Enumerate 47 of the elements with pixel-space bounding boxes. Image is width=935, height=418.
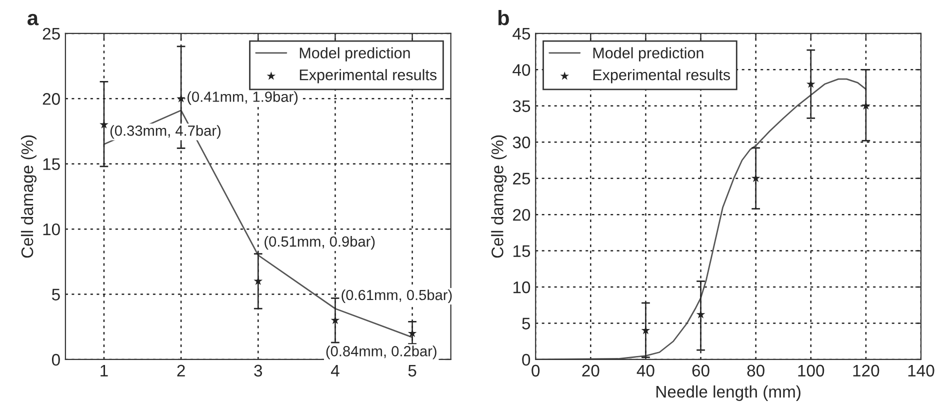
y-tick-label: 40: [512, 64, 530, 76]
x-tick-label: 3: [254, 364, 262, 377]
annotation: (0.61mm, 0.5bar): [342, 289, 452, 304]
y-tick-label: 20: [42, 93, 60, 105]
chart-title: b: [498, 10, 509, 26]
x-tick-label: 2: [177, 364, 185, 376]
x-tick-label: 80: [747, 364, 764, 377]
y-tick-label: 10: [513, 281, 530, 294]
x-tick-label: 120: [853, 364, 880, 377]
x-tick-label: 0: [532, 364, 540, 377]
y-tick-label: 15: [513, 245, 530, 258]
legend-label: Experimental results: [300, 69, 437, 84]
x-tick-label: 4: [330, 364, 340, 376]
x-tick-label: 100: [798, 364, 824, 377]
annotation: (0.51mm, 0.9bar): [264, 236, 375, 250]
x-tick-label: 1: [100, 364, 108, 376]
point: [751, 174, 760, 182]
x-tick-label: 40: [636, 364, 654, 377]
x-axis-title: Needle length (mm): [656, 385, 800, 401]
y-tick-label: 0: [52, 354, 60, 366]
y-tick-label: 25: [513, 172, 530, 185]
point: [806, 80, 816, 88]
y-axis-title: Cell damage (%): [20, 135, 36, 258]
y-tick-label: 5: [52, 288, 60, 300]
x-tick-label: 5: [408, 364, 416, 377]
y-tick-label: 45: [512, 28, 530, 40]
y-tick-label: 0: [522, 354, 530, 366]
y-tick-label: 10: [43, 223, 60, 236]
x-tick-label: 60: [692, 364, 710, 377]
y-tick-label: 30: [512, 136, 530, 148]
annotation: (0.33mm, 4.7bar): [110, 125, 220, 139]
annotation: (0.84mm, 0.2bar): [326, 346, 436, 360]
y-tick-label: 15: [43, 158, 60, 170]
x-tick-label: 140: [908, 364, 934, 377]
y-tick-label: 5: [522, 318, 530, 330]
legend-label: Experimental results: [593, 69, 730, 84]
y-tick-label: 25: [42, 28, 60, 40]
chart-title: a: [28, 14, 39, 26]
legend-label: Model prediction: [593, 47, 704, 62]
legend-label: Model prediction: [300, 47, 410, 62]
y-tick-label: 20: [513, 208, 530, 221]
x-tick-label: 20: [582, 364, 600, 377]
annotation: (0.41mm, 1.9bar): [188, 91, 298, 105]
y-axis-title: Cell damage (%): [491, 135, 507, 258]
point: [408, 328, 417, 338]
y-tick-label: 35: [512, 100, 530, 112]
point: [330, 316, 340, 324]
